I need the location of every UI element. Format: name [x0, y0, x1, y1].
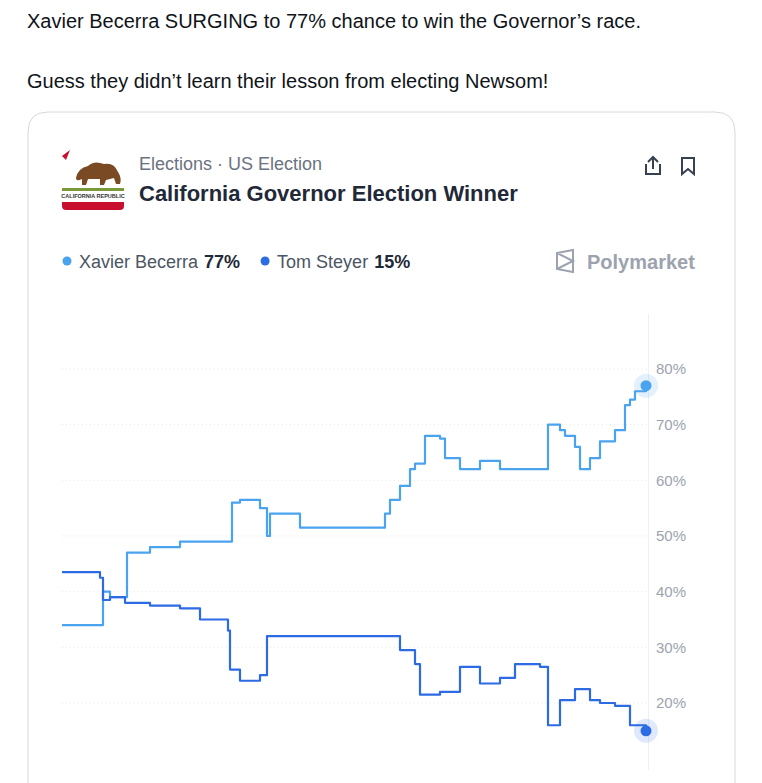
post-text: Xavier Becerra SURGING to 77% chance to …	[27, 10, 641, 32]
legend-value: 15%	[374, 252, 410, 272]
flag-bear	[76, 162, 121, 185]
y-tick-label: 40%	[656, 583, 686, 600]
grid	[62, 369, 648, 703]
flag-star	[62, 150, 70, 160]
grid-line	[62, 368, 648, 369]
card-frame	[28, 112, 735, 783]
y-tick: 50%	[648, 527, 686, 544]
grid-line	[62, 647, 648, 648]
legend-dot	[63, 257, 72, 266]
end-dot	[641, 725, 652, 736]
flag-stripe	[62, 202, 124, 210]
flag-logo: CALIFORNIA REPUBLIC	[61, 150, 124, 210]
y-tick-label: 50%	[656, 527, 686, 544]
brand-icon	[557, 250, 573, 272]
grid-line	[62, 591, 648, 592]
page: Xavier Becerra SURGING to 77% chance to …	[0, 0, 762, 783]
y-tick-label: 30%	[656, 639, 686, 656]
legend-name: Tom Steyer	[277, 252, 368, 272]
grid-line	[62, 535, 648, 536]
end-halo	[634, 374, 658, 398]
logo-text: CALIFORNIA REPUBLIC	[61, 193, 124, 199]
grid-line	[62, 480, 648, 481]
flag-grass	[62, 188, 124, 191]
y-tick: 20%	[648, 694, 686, 711]
y-tick-label: 20%	[656, 694, 686, 711]
brand-text: Polymarket	[587, 251, 695, 273]
plot-area	[62, 374, 658, 743]
y-tick: 80%	[648, 360, 686, 377]
y-tick: 60%	[648, 472, 686, 489]
legend-dot	[261, 257, 270, 266]
bookmark-icon[interactable]	[682, 158, 694, 174]
share-icon-path	[646, 157, 660, 174]
y-tick: 30%	[648, 639, 686, 656]
y-tick-label: 70%	[656, 416, 686, 433]
share-icon[interactable]	[646, 157, 660, 174]
bookmark-icon-path	[682, 158, 694, 174]
y-tick-label: 80%	[656, 360, 686, 377]
legend-entry: Xavier Becerra77%	[79, 252, 240, 272]
subtitle: Elections · US Election	[139, 154, 322, 174]
series-line	[62, 386, 646, 625]
post-text: Guess they didn’t learn their lesson fro…	[27, 70, 548, 92]
y-tick: 40%	[648, 583, 686, 600]
y-tick: 70%	[648, 416, 686, 433]
y-tick-label: 60%	[656, 472, 686, 489]
end-dot	[641, 380, 652, 391]
legend-name: Xavier Becerra	[79, 252, 199, 272]
brand	[557, 250, 573, 272]
title: California Governor Election Winner	[139, 181, 518, 206]
series-line	[62, 572, 646, 731]
legend-value: 77%	[204, 252, 240, 272]
end-halo	[634, 719, 658, 743]
legend-entry: Tom Steyer 15%	[277, 252, 410, 272]
